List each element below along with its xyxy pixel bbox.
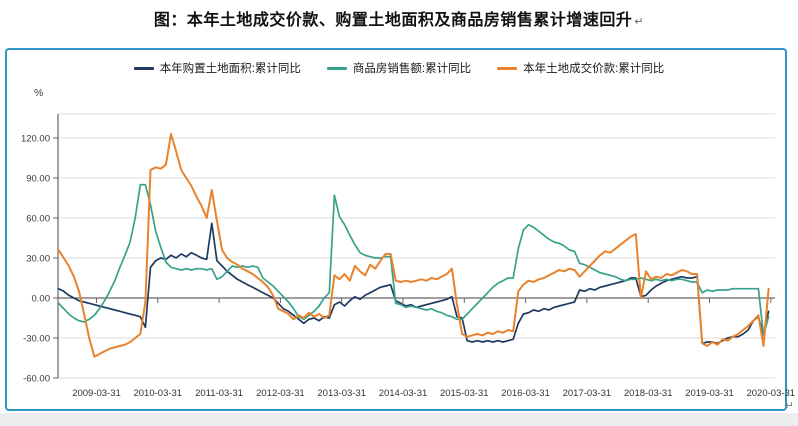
x-tick-label: 2009-03-31 bbox=[72, 388, 121, 399]
page-bottom-strip bbox=[0, 413, 798, 426]
y-axis-unit-label: % bbox=[34, 87, 43, 99]
x-tick-label: 2014-03-31 bbox=[379, 388, 428, 399]
x-tick-label: 2017-03-31 bbox=[563, 388, 612, 399]
legend-swatch-land-area bbox=[133, 66, 154, 70]
y-tick-label: 90.00 bbox=[26, 174, 50, 185]
legend-item-land-price: 本年土地成交价款:累计同比 bbox=[497, 60, 664, 76]
x-tick-label: 2019-03-31 bbox=[685, 388, 734, 399]
legend-label-land-area: 本年购置土地面积:累计同比 bbox=[159, 63, 301, 75]
legend-label-housing-sales: 商品房销售额:累计同比 bbox=[352, 63, 472, 75]
paragraph-return-mark: ↵ bbox=[634, 16, 645, 28]
x-tick-label: 2011-03-31 bbox=[195, 388, 243, 399]
x-tick-label: 2018-03-31 bbox=[624, 388, 673, 399]
legend-label-land-price: 本年土地成交价款:累计同比 bbox=[523, 63, 665, 75]
y-tick-label: -30.00 bbox=[23, 334, 50, 345]
series-line-0 bbox=[57, 222, 770, 345]
chart-legend: 本年购置土地面积:累计同比 商品房销售额:累计同比 本年土地成交价款:累计同比 bbox=[0, 60, 798, 76]
series-line-2 bbox=[57, 133, 770, 358]
x-tick-label: 2012-03-31 bbox=[256, 388, 305, 399]
legend-swatch-housing-sales bbox=[326, 66, 347, 70]
y-tick-label: 60.00 bbox=[26, 214, 50, 225]
chart-frame bbox=[5, 48, 787, 411]
legend-item-land-area: 本年购置土地面积:累计同比 bbox=[133, 60, 301, 76]
paragraph-return-mark-bottom: ↵ bbox=[784, 400, 794, 412]
y-tick-label: 30.00 bbox=[26, 254, 50, 265]
x-tick-label: 2010-03-31 bbox=[133, 388, 182, 399]
series-line-1 bbox=[57, 183, 770, 337]
x-tick-label: 2020-03-31 bbox=[746, 388, 795, 399]
chart-title: 图：本年土地成交价款、购置土地面积及商品房销售累计增速回升 ↵ bbox=[0, 6, 798, 30]
x-tick-label: 2015-03-31 bbox=[440, 388, 489, 399]
x-tick-label: 2013-03-31 bbox=[317, 388, 366, 399]
y-tick-label: -60.00 bbox=[23, 374, 50, 385]
y-tick-label: 0.00 bbox=[32, 294, 51, 305]
legend-swatch-land-price bbox=[497, 66, 518, 70]
y-tick-label: 120.00 bbox=[21, 134, 50, 145]
chart-title-text: 图：本年土地成交价款、购置土地面积及商品房销售累计增速回升 bbox=[153, 12, 633, 29]
legend-item-housing-sales: 商品房销售额:累计同比 bbox=[326, 60, 472, 76]
x-tick-label: 2016-03-31 bbox=[501, 388, 550, 399]
